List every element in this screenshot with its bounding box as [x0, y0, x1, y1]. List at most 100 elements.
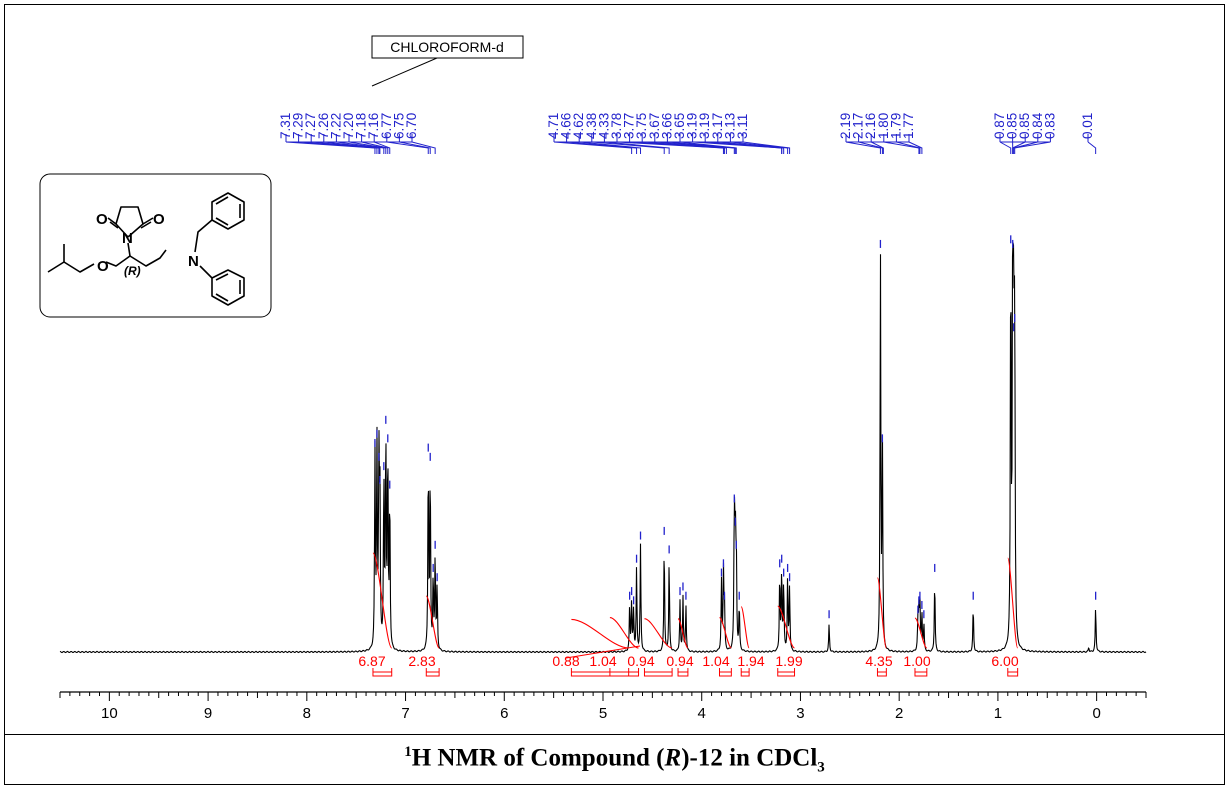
atom-n1: N	[122, 230, 133, 247]
figure-frame	[4, 4, 1225, 785]
integral-curve	[1007, 557, 1019, 649]
nmr-spectrum: O N O O N (R) CHLOROFORM-d 7.317.297.277…	[39, 35, 1147, 722]
integral-layer: 6.87 2.83 0.88 1.04 0.94 0.94 1.04 1.94 1.99 4.35…	[358, 552, 1019, 677]
peak-label-leader	[361, 141, 389, 154]
integral-value: 1.04	[589, 653, 616, 669]
integral-leader	[565, 645, 641, 659]
peak-label: 3.66	[659, 113, 674, 139]
peak-label: 3.65	[672, 113, 687, 139]
peak-label: 2.16	[863, 113, 878, 139]
integral-value: 1.00	[903, 653, 930, 669]
peak-label-leader	[1014, 141, 1051, 154]
peak-label: 7.16	[366, 113, 381, 139]
peak-label: 0.87	[992, 113, 1007, 139]
peak-label: 3.75	[634, 113, 649, 139]
peak-label-leader	[742, 141, 791, 154]
peak-label-leader	[399, 141, 431, 154]
peak-label: 7.18	[354, 113, 369, 139]
peak-label: 0.84	[1030, 112, 1045, 139]
integral-value: 1.99	[775, 653, 802, 669]
integral-value: 6.00	[991, 653, 1018, 669]
figure-caption: 1H NMR of Compound (R)-12 in CDCl3	[4, 735, 1225, 785]
peak-label: 7.27	[303, 113, 318, 139]
peak-label: 0.85	[1005, 113, 1020, 139]
integral-value: 0.94	[627, 653, 654, 669]
peak-label: 0.85	[1017, 113, 1032, 139]
atom-n2: N	[188, 253, 199, 270]
peak-label: 7.29	[291, 113, 306, 139]
integral-curve	[914, 617, 928, 649]
peak-label: 1.80	[876, 113, 891, 139]
spectrum-trace-layer	[59, 235, 1147, 654]
peak-label-leader	[1087, 141, 1097, 154]
peak-label-leader	[374, 141, 391, 154]
integral-curve	[718, 616, 732, 649]
integral-curve	[571, 618, 629, 649]
peak-label: 4.38	[584, 113, 599, 139]
tick-label: 4	[698, 705, 706, 722]
peak-label: 3.19	[697, 113, 712, 139]
integral-curve	[740, 606, 750, 649]
caption-config: R	[664, 744, 682, 772]
peak-label: 3.13	[722, 113, 737, 139]
peak-label: 4.62	[571, 113, 586, 139]
solvent-callout: CHLOROFORM-d	[371, 35, 524, 87]
tick-label: 1	[994, 705, 1002, 722]
peak-label-layer: 7.317.297.277.267.227.207.187.166.776.75…	[278, 112, 1097, 154]
tick-label: 6	[500, 705, 508, 722]
peak-label-leader	[1012, 141, 1026, 154]
integral-value: 6.87	[358, 653, 385, 669]
peak-label-leader	[870, 141, 884, 154]
peak-label-leader	[1013, 141, 1038, 154]
spectrum-trace	[59, 242, 1147, 654]
integral-curve	[777, 605, 796, 649]
peak-label: 3.78	[609, 113, 624, 139]
stereo-descriptor: (R)	[124, 264, 141, 278]
integral-curve	[372, 552, 393, 649]
caption-nucleus-mass: 1	[404, 743, 412, 760]
peak-label: 7.20	[341, 113, 356, 139]
peak-label-leader	[908, 141, 923, 154]
integral-curve	[609, 616, 639, 649]
peak-label: 4.71	[546, 113, 561, 139]
tick-label: 7	[401, 705, 409, 722]
molecule-structure: O N O O N (R)	[39, 173, 272, 318]
atom-o2: O	[153, 211, 165, 228]
atom-o1: O	[96, 211, 108, 228]
caption-subscript: 3	[817, 759, 825, 776]
peak-label: 1.77	[901, 113, 916, 139]
peak-label: 0.83	[1042, 113, 1057, 139]
peak-label: 3.77	[622, 113, 637, 139]
peak-label: 4.33	[596, 113, 611, 139]
tick-label: 9	[204, 705, 212, 722]
tick-label: 2	[895, 705, 903, 722]
integral-value: 0.94	[666, 653, 693, 669]
integral-value: 1.04	[702, 653, 729, 669]
peak-label: 3.67	[647, 113, 662, 139]
peak-label: 7.31	[278, 113, 293, 139]
peak-label-leader	[642, 141, 727, 154]
integral-value: 0.88	[552, 653, 579, 669]
peak-label-leader	[411, 141, 436, 154]
peak-label: 0.01	[1080, 113, 1095, 139]
caption-suffix: )-12 in CDCl	[681, 744, 818, 772]
solvent-label: CHLOROFORM-d	[390, 39, 504, 55]
integral-curve	[425, 595, 440, 649]
integral-value: 4.35	[865, 653, 892, 669]
integral-curve	[644, 618, 673, 649]
peak-label: 4.66	[559, 113, 574, 139]
tick-label: 0	[1092, 705, 1100, 722]
peak-label-leader	[604, 141, 670, 154]
caption-separator	[4, 734, 1225, 735]
atom-o3: O	[97, 258, 109, 275]
tick-label: 5	[599, 705, 607, 722]
peak-label: 2.19	[838, 113, 853, 139]
peak-label: 6.70	[404, 113, 419, 139]
tick-label: 10	[101, 705, 118, 722]
peak-label-leader	[679, 141, 737, 154]
peak-label: 6.75	[391, 113, 406, 139]
peak-label: 7.22	[328, 113, 343, 139]
tick-label: 8	[303, 705, 311, 722]
integral-value: 1.94	[737, 653, 764, 669]
integral-curve	[677, 618, 689, 649]
